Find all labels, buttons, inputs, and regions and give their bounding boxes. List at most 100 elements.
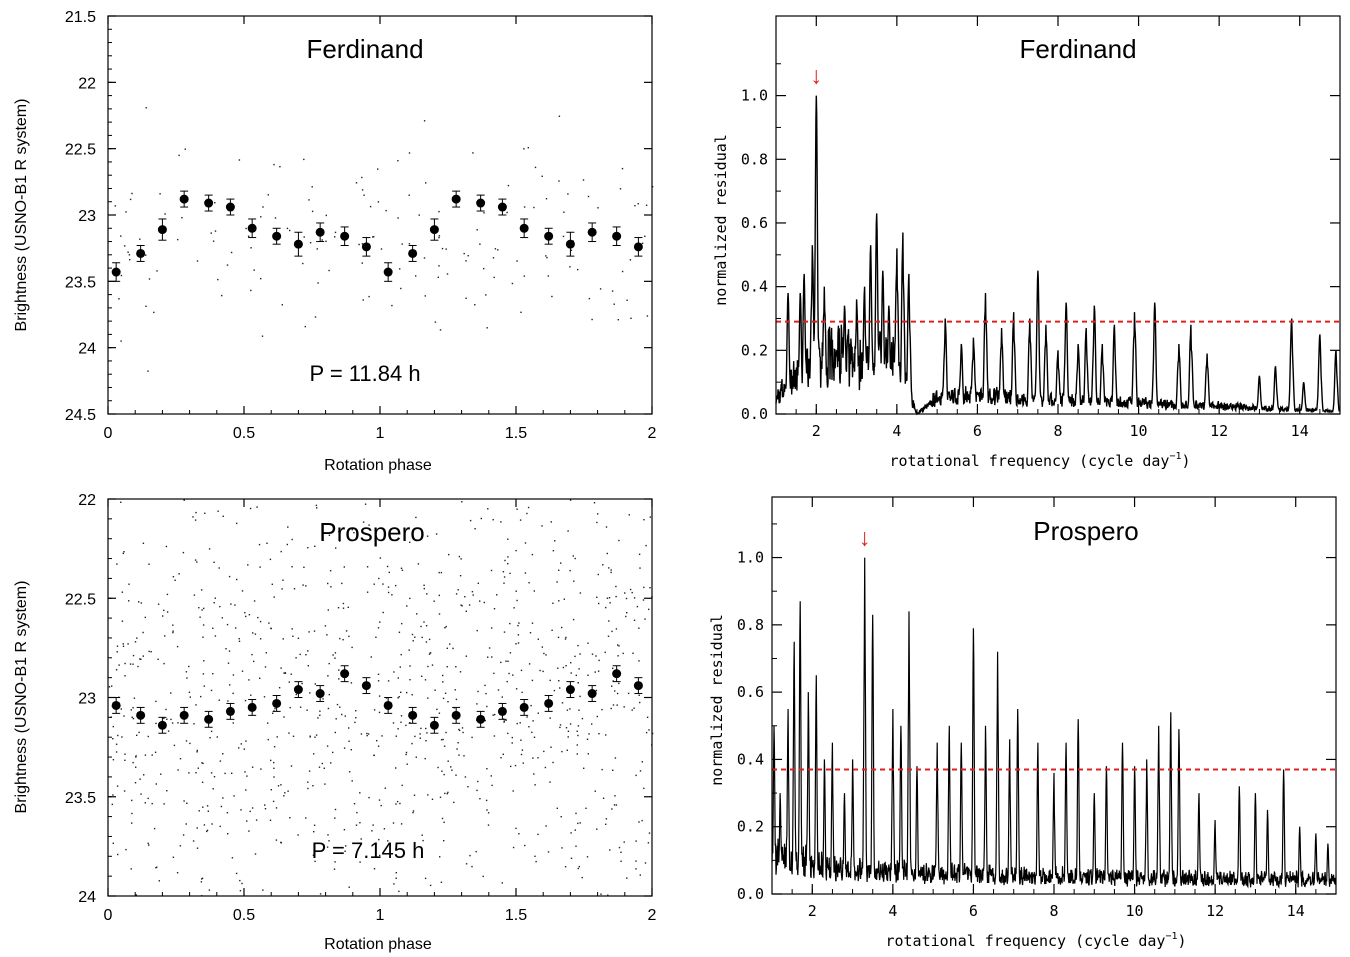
raw-point xyxy=(258,543,261,546)
raw-point xyxy=(502,753,504,755)
raw-point xyxy=(179,845,182,847)
raw-point xyxy=(533,736,536,738)
raw-point xyxy=(400,287,402,290)
raw-point xyxy=(323,767,325,769)
raw-point xyxy=(221,617,223,619)
raw-point xyxy=(461,501,463,503)
raw-point xyxy=(207,810,209,812)
raw-point xyxy=(605,734,607,736)
raw-point xyxy=(280,667,282,669)
raw-point xyxy=(516,260,518,262)
raw-point xyxy=(420,625,422,628)
raw-point xyxy=(287,526,289,528)
raw-point xyxy=(425,727,427,730)
raw-point xyxy=(378,577,380,580)
raw-point xyxy=(144,616,146,619)
prospero-lightcurve-ylabel: Brightness (USNO-B1 R system) xyxy=(13,581,30,814)
raw-point xyxy=(400,691,402,693)
raw-point xyxy=(421,675,423,677)
raw-point xyxy=(335,547,337,549)
raw-point xyxy=(503,576,506,578)
raw-point xyxy=(338,678,340,680)
raw-point xyxy=(511,282,514,285)
x-tick-label: 0.5 xyxy=(233,907,255,924)
raw-point xyxy=(283,672,285,674)
raw-point xyxy=(424,295,426,297)
raw-point xyxy=(245,227,247,230)
raw-point xyxy=(577,822,579,825)
raw-point xyxy=(395,877,397,879)
raw-point xyxy=(231,772,233,774)
raw-point xyxy=(355,824,358,826)
raw-point xyxy=(163,803,165,805)
raw-point xyxy=(139,238,141,240)
raw-point xyxy=(203,685,205,687)
raw-point xyxy=(289,706,291,709)
raw-point xyxy=(184,148,186,150)
raw-point xyxy=(474,528,476,530)
raw-point xyxy=(477,582,479,584)
raw-point xyxy=(545,255,547,257)
raw-point xyxy=(225,648,227,650)
raw-point xyxy=(188,665,190,668)
raw-point xyxy=(493,276,495,279)
binned-point xyxy=(476,194,486,212)
raw-point xyxy=(214,597,216,599)
raw-point xyxy=(275,839,278,841)
x-tick-label: 1.5 xyxy=(505,425,527,442)
raw-point xyxy=(387,586,390,588)
raw-point xyxy=(560,816,562,818)
raw-point xyxy=(447,760,449,762)
raw-point xyxy=(638,694,640,696)
raw-point xyxy=(267,738,269,741)
raw-point xyxy=(507,184,510,187)
raw-point xyxy=(628,514,630,516)
raw-point xyxy=(361,176,363,179)
raw-point xyxy=(509,652,512,654)
raw-point xyxy=(292,735,295,737)
raw-point xyxy=(579,653,581,655)
raw-point xyxy=(611,685,613,687)
raw-point xyxy=(398,696,400,698)
raw-point xyxy=(449,643,451,645)
binned-point xyxy=(612,226,622,247)
raw-point xyxy=(465,655,467,657)
raw-point xyxy=(304,325,306,328)
raw-point xyxy=(615,804,618,806)
raw-point xyxy=(317,717,319,719)
raw-point xyxy=(121,620,124,622)
raw-point xyxy=(355,717,357,719)
raw-point xyxy=(401,784,403,787)
raw-point xyxy=(565,665,567,667)
raw-point xyxy=(321,239,323,241)
raw-point xyxy=(558,115,561,117)
raw-point xyxy=(345,845,347,847)
raw-point xyxy=(359,822,361,824)
raw-point xyxy=(427,665,429,668)
raw-point xyxy=(591,723,593,725)
raw-point xyxy=(121,736,123,738)
raw-point xyxy=(512,846,515,849)
raw-point xyxy=(232,722,234,724)
raw-point xyxy=(523,206,526,208)
raw-point xyxy=(377,745,380,747)
raw-point xyxy=(334,652,337,654)
raw-point xyxy=(569,569,571,572)
raw-point xyxy=(419,733,421,735)
raw-point xyxy=(512,790,514,792)
raw-point xyxy=(386,565,389,568)
raw-point xyxy=(201,762,203,764)
raw-point xyxy=(544,766,547,769)
raw-point xyxy=(400,721,402,723)
raw-point xyxy=(181,217,183,219)
raw-point xyxy=(485,799,488,802)
raw-point xyxy=(476,789,478,792)
raw-point xyxy=(327,834,329,836)
raw-point xyxy=(212,673,214,675)
raw-point xyxy=(377,168,379,170)
raw-point xyxy=(327,707,330,710)
raw-point xyxy=(437,766,439,769)
y-tick-label: 1.0 xyxy=(741,87,768,105)
raw-point xyxy=(327,609,329,611)
raw-point xyxy=(196,847,199,849)
